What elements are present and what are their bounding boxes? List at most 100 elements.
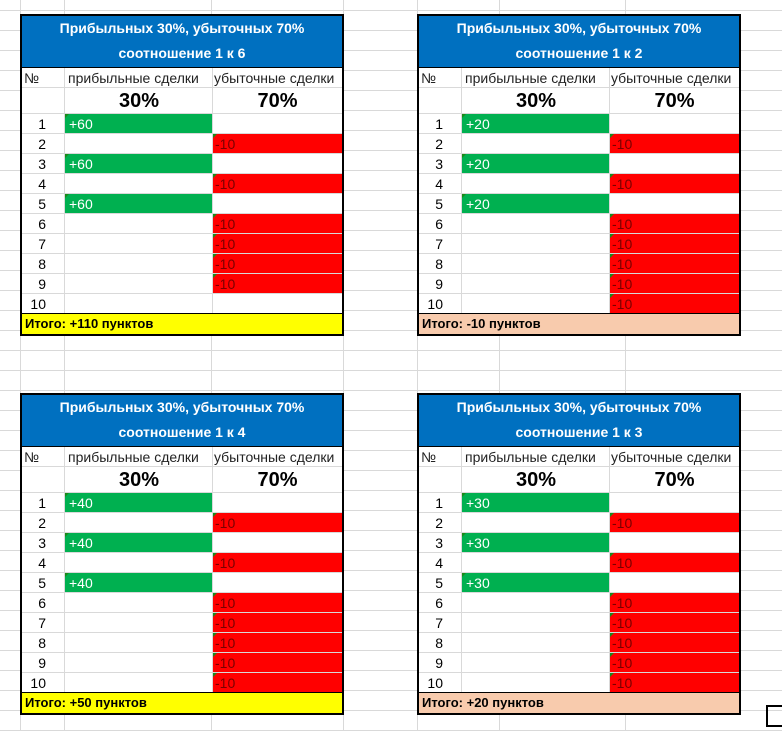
total-cell[interactable]: Итого: +50 пунктов <box>22 692 342 713</box>
total-cell[interactable]: Итого: +110 пунктов <box>22 313 342 334</box>
trade-number[interactable]: 1 <box>38 116 46 132</box>
trade-number[interactable]: 9 <box>38 655 46 671</box>
loss-cell[interactable] <box>212 533 342 552</box>
profit-percent[interactable]: 30% <box>461 88 610 113</box>
trade-number[interactable]: 2 <box>435 136 443 152</box>
profit-cell[interactable]: +20 <box>461 194 609 213</box>
profit-cell[interactable] <box>64 274 213 293</box>
loss-cell[interactable]: -10 <box>609 513 739 532</box>
profit-cell[interactable]: +40 <box>64 573 212 592</box>
empty-cell[interactable] <box>419 467 461 492</box>
loss-cell[interactable]: -10 <box>212 174 342 193</box>
loss-cell[interactable] <box>212 294 342 313</box>
loss-cell[interactable]: -10 <box>609 653 739 672</box>
profit-cell[interactable] <box>64 613 213 632</box>
col-profit-header[interactable]: прибыльные сделки <box>64 68 216 87</box>
loss-cell[interactable] <box>609 533 739 552</box>
col-number-header[interactable]: № <box>421 449 437 465</box>
loss-cell[interactable]: -10 <box>212 513 342 532</box>
profit-cell[interactable]: +60 <box>64 154 212 173</box>
profit-cell[interactable] <box>461 274 610 293</box>
loss-cell[interactable]: -10 <box>609 553 739 572</box>
profit-cell[interactable] <box>64 593 213 612</box>
profit-cell[interactable]: +60 <box>64 114 212 133</box>
loss-cell[interactable]: -10 <box>212 134 342 153</box>
profit-cell[interactable] <box>64 234 213 253</box>
col-loss-header[interactable]: убыточные сделки <box>609 68 739 87</box>
profit-cell[interactable] <box>461 294 610 313</box>
trade-number[interactable]: 10 <box>30 296 46 312</box>
trade-number[interactable]: 3 <box>38 535 46 551</box>
trade-number[interactable]: 8 <box>435 635 443 651</box>
profit-cell[interactable] <box>64 553 213 572</box>
col-number-header[interactable]: № <box>24 70 40 86</box>
loss-cell[interactable]: -10 <box>609 234 739 253</box>
loss-percent[interactable]: 70% <box>609 88 739 113</box>
trade-number[interactable]: 7 <box>435 236 443 252</box>
profit-cell[interactable] <box>461 254 610 273</box>
trade-number[interactable]: 8 <box>435 256 443 272</box>
empty-cell[interactable] <box>22 88 64 113</box>
trade-number[interactable]: 6 <box>38 216 46 232</box>
profit-cell[interactable]: +40 <box>64 493 212 512</box>
trade-number[interactable]: 1 <box>38 495 46 511</box>
trade-number[interactable]: 5 <box>38 196 46 212</box>
profit-cell[interactable] <box>461 134 610 153</box>
trade-number[interactable]: 4 <box>435 555 443 571</box>
table-header[interactable]: Прибыльных 30%, убыточных 70% соотношени… <box>22 16 342 68</box>
loss-cell[interactable]: -10 <box>212 214 342 233</box>
total-cell[interactable]: Итого: -10 пунктов <box>419 313 739 334</box>
loss-cell[interactable] <box>609 154 739 173</box>
trade-number[interactable]: 7 <box>38 615 46 631</box>
trade-number[interactable]: 4 <box>435 176 443 192</box>
profit-cell[interactable] <box>64 134 213 153</box>
loss-cell[interactable]: -10 <box>609 593 739 612</box>
trade-number[interactable]: 3 <box>38 156 46 172</box>
profit-percent[interactable]: 30% <box>461 467 610 492</box>
loss-cell[interactable] <box>212 194 342 213</box>
table-header[interactable]: Прибыльных 30%, убыточных 70% соотношени… <box>22 395 342 447</box>
trade-number[interactable]: 5 <box>38 575 46 591</box>
trade-number[interactable]: 8 <box>38 256 46 272</box>
profit-cell[interactable]: +30 <box>461 493 609 512</box>
trade-number[interactable]: 4 <box>38 555 46 571</box>
loss-cell[interactable]: -10 <box>609 254 739 273</box>
loss-cell[interactable] <box>609 493 739 512</box>
profit-cell[interactable] <box>461 553 610 572</box>
loss-cell[interactable]: -10 <box>212 593 342 612</box>
loss-cell[interactable] <box>609 194 739 213</box>
trade-number[interactable]: 1 <box>435 116 443 132</box>
loss-cell[interactable] <box>609 114 739 133</box>
trade-number[interactable]: 9 <box>435 276 443 292</box>
loss-cell[interactable]: -10 <box>212 673 342 692</box>
trade-number[interactable]: 6 <box>435 216 443 232</box>
col-profit-header[interactable]: прибыльные сделки <box>461 447 613 466</box>
col-number-header[interactable]: № <box>421 70 437 86</box>
col-profit-header[interactable]: прибыльные сделки <box>64 447 216 466</box>
trade-number[interactable]: 2 <box>38 136 46 152</box>
loss-cell[interactable]: -10 <box>212 274 342 293</box>
loss-percent[interactable]: 70% <box>212 467 342 492</box>
profit-cell[interactable]: +60 <box>64 194 212 213</box>
profit-cell[interactable] <box>461 633 610 652</box>
trade-number[interactable]: 5 <box>435 575 443 591</box>
profit-cell[interactable] <box>64 653 213 672</box>
loss-cell[interactable]: -10 <box>212 234 342 253</box>
trade-number[interactable]: 9 <box>435 655 443 671</box>
profit-cell[interactable] <box>461 513 610 532</box>
col-number-header[interactable]: № <box>24 449 40 465</box>
col-profit-header[interactable]: прибыльные сделки <box>461 68 613 87</box>
trade-number[interactable]: 2 <box>38 515 46 531</box>
col-loss-header[interactable]: убыточные сделки <box>609 447 739 466</box>
trade-number[interactable]: 8 <box>38 635 46 651</box>
profit-cell[interactable] <box>64 294 213 313</box>
profit-cell[interactable] <box>461 174 610 193</box>
loss-cell[interactable] <box>609 573 739 592</box>
trade-number[interactable]: 5 <box>435 196 443 212</box>
profit-cell[interactable] <box>461 653 610 672</box>
trade-number[interactable]: 9 <box>38 276 46 292</box>
empty-cell[interactable] <box>419 88 461 113</box>
loss-cell[interactable] <box>212 154 342 173</box>
trade-number[interactable]: 1 <box>435 495 443 511</box>
cell-cursor[interactable] <box>766 705 782 727</box>
